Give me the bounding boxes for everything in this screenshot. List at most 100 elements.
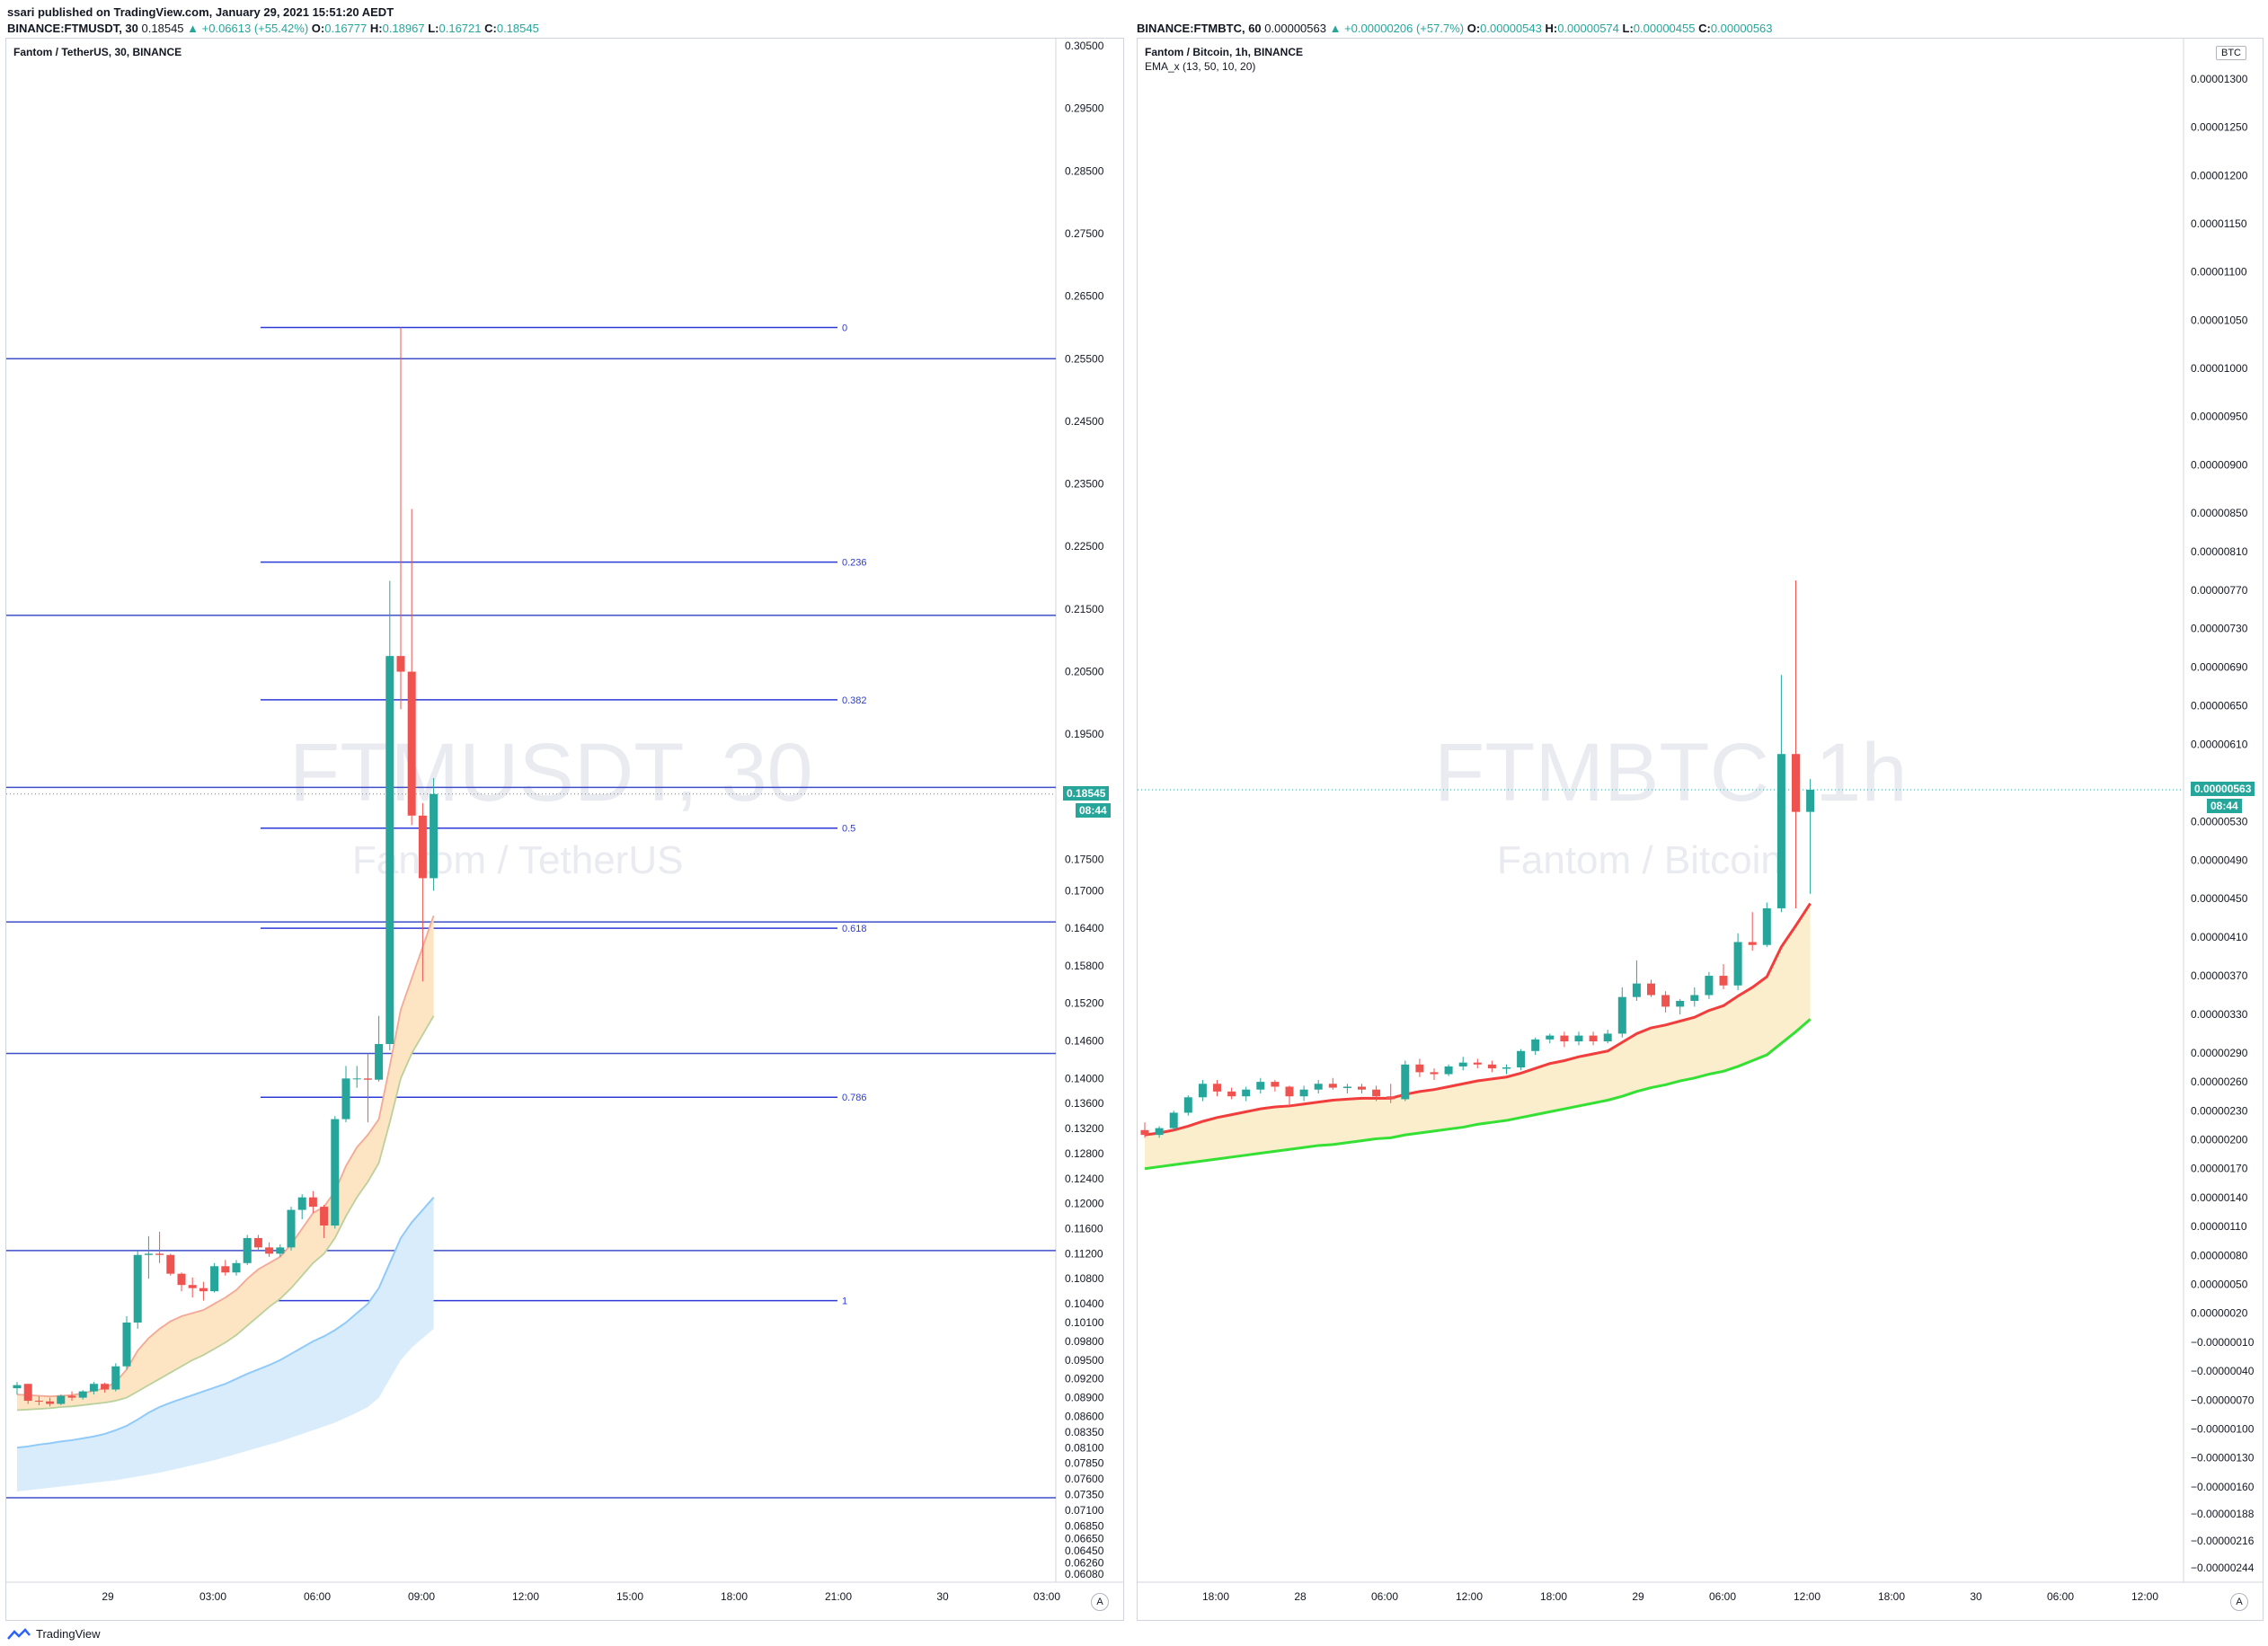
candle-body — [320, 1207, 329, 1226]
price-axis-tick: 0.00001150 — [2191, 217, 2247, 230]
candle-body — [1603, 1033, 1612, 1042]
ema-slow-line — [1144, 1018, 1812, 1171]
candle-body — [166, 1254, 175, 1274]
price-axis-tick: 0.12000 — [1065, 1198, 1104, 1210]
price-axis-tick: −0.00000070 — [2191, 1394, 2255, 1406]
price-axis-tick: 0.07100 — [1065, 1504, 1104, 1517]
price-axis-tick: 0.00000260 — [2191, 1075, 2248, 1088]
time-axis-tick: 06:00 — [1709, 1590, 1736, 1603]
time-axis-tick: 18:00 — [1878, 1590, 1905, 1603]
currency-badge[interactable]: BTC — [2216, 46, 2246, 60]
price-axis-tick: 0.13200 — [1065, 1122, 1104, 1135]
price-axis-tick: 0.14000 — [1065, 1072, 1104, 1084]
candle-body — [363, 1078, 372, 1080]
price-axis-tick: 0.25500 — [1065, 352, 1104, 365]
candle-body — [1617, 996, 1626, 1034]
ftmusdt-chart-pane[interactable]: FTMUSDT, 30 Fantom / TetherUS 0 0.236 0.38… — [5, 38, 1124, 1621]
price-axis-tick: −0.00000216 — [2191, 1535, 2255, 1547]
ftmusdt-candles: 0 0.236 0.382 0.5 0.618 0.786 1 0.30500 0.29500 0… — [6, 39, 1123, 1603]
candle-body — [1806, 789, 1815, 812]
price-axis-tick: 0.00001000 — [2191, 362, 2248, 375]
watermark-symbol: FTMBTC, 1h — [1434, 727, 1908, 819]
candle-body — [1256, 1082, 1265, 1090]
auto-scale-button[interactable]: A — [1091, 1593, 1109, 1611]
tradingview-logo-icon — [7, 1627, 31, 1640]
candle-body — [1487, 1064, 1496, 1069]
price-axis-tick: 0.00000900 — [2191, 458, 2248, 471]
chart-title: Fantom / Bitcoin, 1h, BINANCE — [1145, 46, 1304, 58]
price-axis-tick: 0.00000290 — [2191, 1047, 2248, 1059]
candle-body — [407, 671, 416, 816]
ema-slow-line — [16, 1015, 435, 1411]
candle-body — [1546, 1035, 1555, 1040]
candle-body — [1473, 1062, 1482, 1065]
indicator-label: EMA_x (13, 50, 10, 20) — [1145, 60, 1256, 73]
candle-body — [1169, 1112, 1178, 1128]
price-axis-tick: 0.00000020 — [2191, 1307, 2248, 1320]
price-axis-tick: 0.08100 — [1065, 1441, 1104, 1454]
price-axis-tick: 0.10400 — [1065, 1297, 1104, 1310]
candle-body — [1342, 1086, 1351, 1088]
price-axis-tick: 0.30500 — [1065, 40, 1104, 52]
price-axis-tick: 0.22500 — [1065, 540, 1104, 553]
footer-brand-text: TradingView — [36, 1627, 101, 1641]
watermark-symbol: FTMUSDT, 30 — [289, 727, 813, 819]
price-axis-tick: 0.00000650 — [2191, 700, 2248, 712]
price-axis-tick: 0.15800 — [1065, 960, 1104, 972]
candle-body — [1517, 1050, 1526, 1068]
time-axis-tick: 06:00 — [1371, 1590, 1398, 1603]
candle-body — [188, 1285, 197, 1288]
candle-body — [221, 1266, 230, 1273]
candle-body — [1531, 1039, 1540, 1051]
price-axis-tick: 0.00000690 — [2191, 661, 2248, 674]
price-axis-tick: 0.19500 — [1065, 728, 1104, 740]
ema-fast-line — [1144, 902, 1812, 1137]
candle-body — [1155, 1128, 1164, 1136]
price-axis-tick: 0.12400 — [1065, 1173, 1104, 1185]
watermark-name: Fantom / TetherUS — [352, 838, 684, 882]
candle-body — [396, 656, 405, 672]
candle-body — [287, 1209, 296, 1248]
price-axis-tick: −0.00000188 — [2191, 1508, 2255, 1520]
candle-body — [1183, 1097, 1192, 1113]
blue-band-line — [16, 1197, 435, 1449]
candle-body — [1213, 1084, 1221, 1092]
price-axis-tick: 0.29500 — [1065, 102, 1104, 115]
candle-body — [232, 1262, 241, 1273]
price-axis-tick: 0.00000490 — [2191, 854, 2248, 866]
price-axis-tick: 0.06650 — [1065, 1532, 1104, 1544]
candle-body — [46, 1401, 55, 1404]
candle-body — [1285, 1086, 1294, 1097]
price-axis-tick: 0.23500 — [1065, 478, 1104, 491]
candle-body — [1661, 995, 1670, 1007]
candle-body — [265, 1247, 274, 1254]
price-axis-tick: 0.00000050 — [2191, 1278, 2248, 1290]
price-axis-tick: 0.13600 — [1065, 1097, 1104, 1110]
candle-body — [177, 1273, 186, 1286]
candle-body — [1560, 1035, 1569, 1042]
price-axis-tick: 0.09800 — [1065, 1335, 1104, 1348]
candle-body — [199, 1288, 208, 1292]
candle-body — [1705, 976, 1714, 996]
candle-body — [1430, 1072, 1439, 1075]
candle-body — [1792, 754, 1800, 812]
ftmbtc-chart-pane[interactable]: FTMBTC, 1h Fantom / Bitcoin 0.00001300 0.… — [1137, 38, 2264, 1621]
auto-scale-button[interactable]: A — [2230, 1593, 2248, 1611]
price-axis-tick: 0.17500 — [1065, 854, 1104, 866]
time-axis-tick: 03:00 — [199, 1590, 226, 1603]
price-axis-tick: 0.00000730 — [2191, 623, 2248, 635]
candle-body — [1647, 983, 1655, 996]
ema-cross-fill — [1145, 903, 1811, 1169]
price-axis-tick: 0.07600 — [1065, 1473, 1104, 1485]
price-axis-tick: 0.00000610 — [2191, 738, 2248, 750]
candle-body — [1676, 1000, 1685, 1007]
price-axis-tick: 0.00001100 — [2191, 266, 2247, 279]
price-axis-tick: 0.00000370 — [2191, 969, 2248, 982]
candle-body — [1227, 1091, 1236, 1097]
candle-body — [144, 1253, 153, 1255]
price-axis-tick: 0.14600 — [1065, 1035, 1104, 1048]
right-quote-line: BINANCE:FTMBTC, 60 0.00000563 ▲ +0.00000… — [1137, 22, 1773, 35]
blue-cloud-band — [17, 1197, 434, 1492]
price-axis-tick: 0.00000770 — [2191, 584, 2248, 597]
price-axis-tick: 0.00001050 — [2191, 314, 2248, 326]
